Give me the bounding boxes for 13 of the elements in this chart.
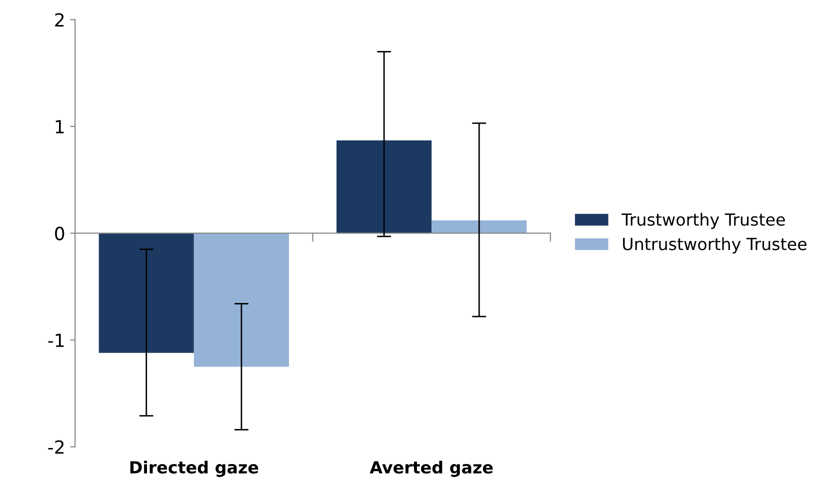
y-tick-label: 2 bbox=[55, 13, 64, 26]
y-tick-label: -2 bbox=[48, 440, 64, 454]
legend-label: Trustworthy Trustee bbox=[622, 212, 785, 230]
bar bbox=[336, 140, 432, 234]
x-tick-label: Directed gaze bbox=[130, 460, 258, 477]
y-tick-label: 1 bbox=[56, 120, 64, 134]
bar bbox=[194, 233, 289, 367]
bar bbox=[98, 233, 194, 353]
bar bbox=[432, 220, 527, 234]
y-tick-label: 0 bbox=[55, 226, 64, 240]
legend-label: Untrustworthy Trustee bbox=[623, 237, 806, 254]
y-tick-label: -1 bbox=[48, 334, 64, 347]
x-tick-label: Averted gaze bbox=[370, 460, 493, 477]
